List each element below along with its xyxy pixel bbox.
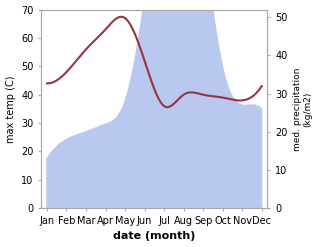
- X-axis label: date (month): date (month): [113, 231, 196, 242]
- Y-axis label: med. precipitation
(kg/m2): med. precipitation (kg/m2): [293, 67, 313, 151]
- Y-axis label: max temp (C): max temp (C): [5, 75, 16, 143]
